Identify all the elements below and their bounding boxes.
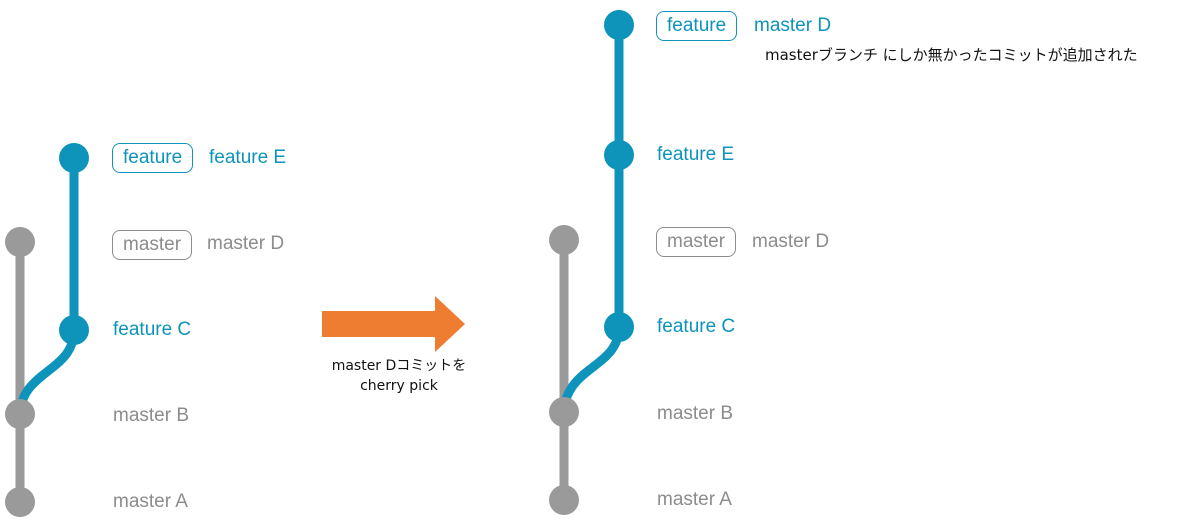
before-master-branch-tag: master bbox=[112, 230, 193, 260]
before-node-master-b bbox=[5, 399, 35, 429]
after-node-master-d bbox=[549, 225, 579, 255]
before-label-feature-e: feature E bbox=[209, 147, 287, 168]
before-label-feature-c: feature C bbox=[113, 319, 192, 340]
after-node-feature-c bbox=[604, 312, 634, 342]
after-label-master-d: master D bbox=[752, 231, 830, 252]
after-node-master-d-picked bbox=[604, 10, 634, 40]
after-label-master-b: master B bbox=[657, 403, 734, 424]
before-label-master-a: master A bbox=[113, 491, 188, 512]
after-feature-fork-curve bbox=[559, 326, 624, 413]
after-label-master-a: master A bbox=[657, 489, 732, 510]
after-note: masterブランチ にしか無かったコミットが追加された bbox=[765, 46, 1138, 64]
before-label-master-b: master B bbox=[113, 405, 190, 426]
before-node-feature-e bbox=[59, 143, 89, 173]
cherry-pick-caption-line2: cherry pick bbox=[360, 378, 438, 394]
before-node-feature-c bbox=[59, 315, 89, 345]
cherry-pick-caption-line1: master Dコミットを bbox=[331, 358, 467, 374]
after-label-master-d-picked: master D bbox=[754, 15, 832, 36]
after-node-master-b bbox=[549, 397, 579, 427]
after-node-master-a bbox=[549, 485, 579, 515]
before-feature-branch-tag: feature bbox=[112, 143, 194, 173]
before-label-master-d: master D bbox=[207, 233, 285, 254]
after-label-feature-c: feature C bbox=[657, 316, 736, 337]
before-node-master-d bbox=[5, 227, 35, 257]
after-master-branch-tag: master bbox=[656, 227, 737, 257]
after-feature-branch-tag: feature bbox=[656, 11, 738, 41]
before-node-master-a bbox=[5, 487, 35, 517]
after-node-feature-e bbox=[604, 140, 634, 170]
cherry-pick-arrow bbox=[322, 296, 465, 352]
after-label-feature-e: feature E bbox=[657, 144, 735, 165]
